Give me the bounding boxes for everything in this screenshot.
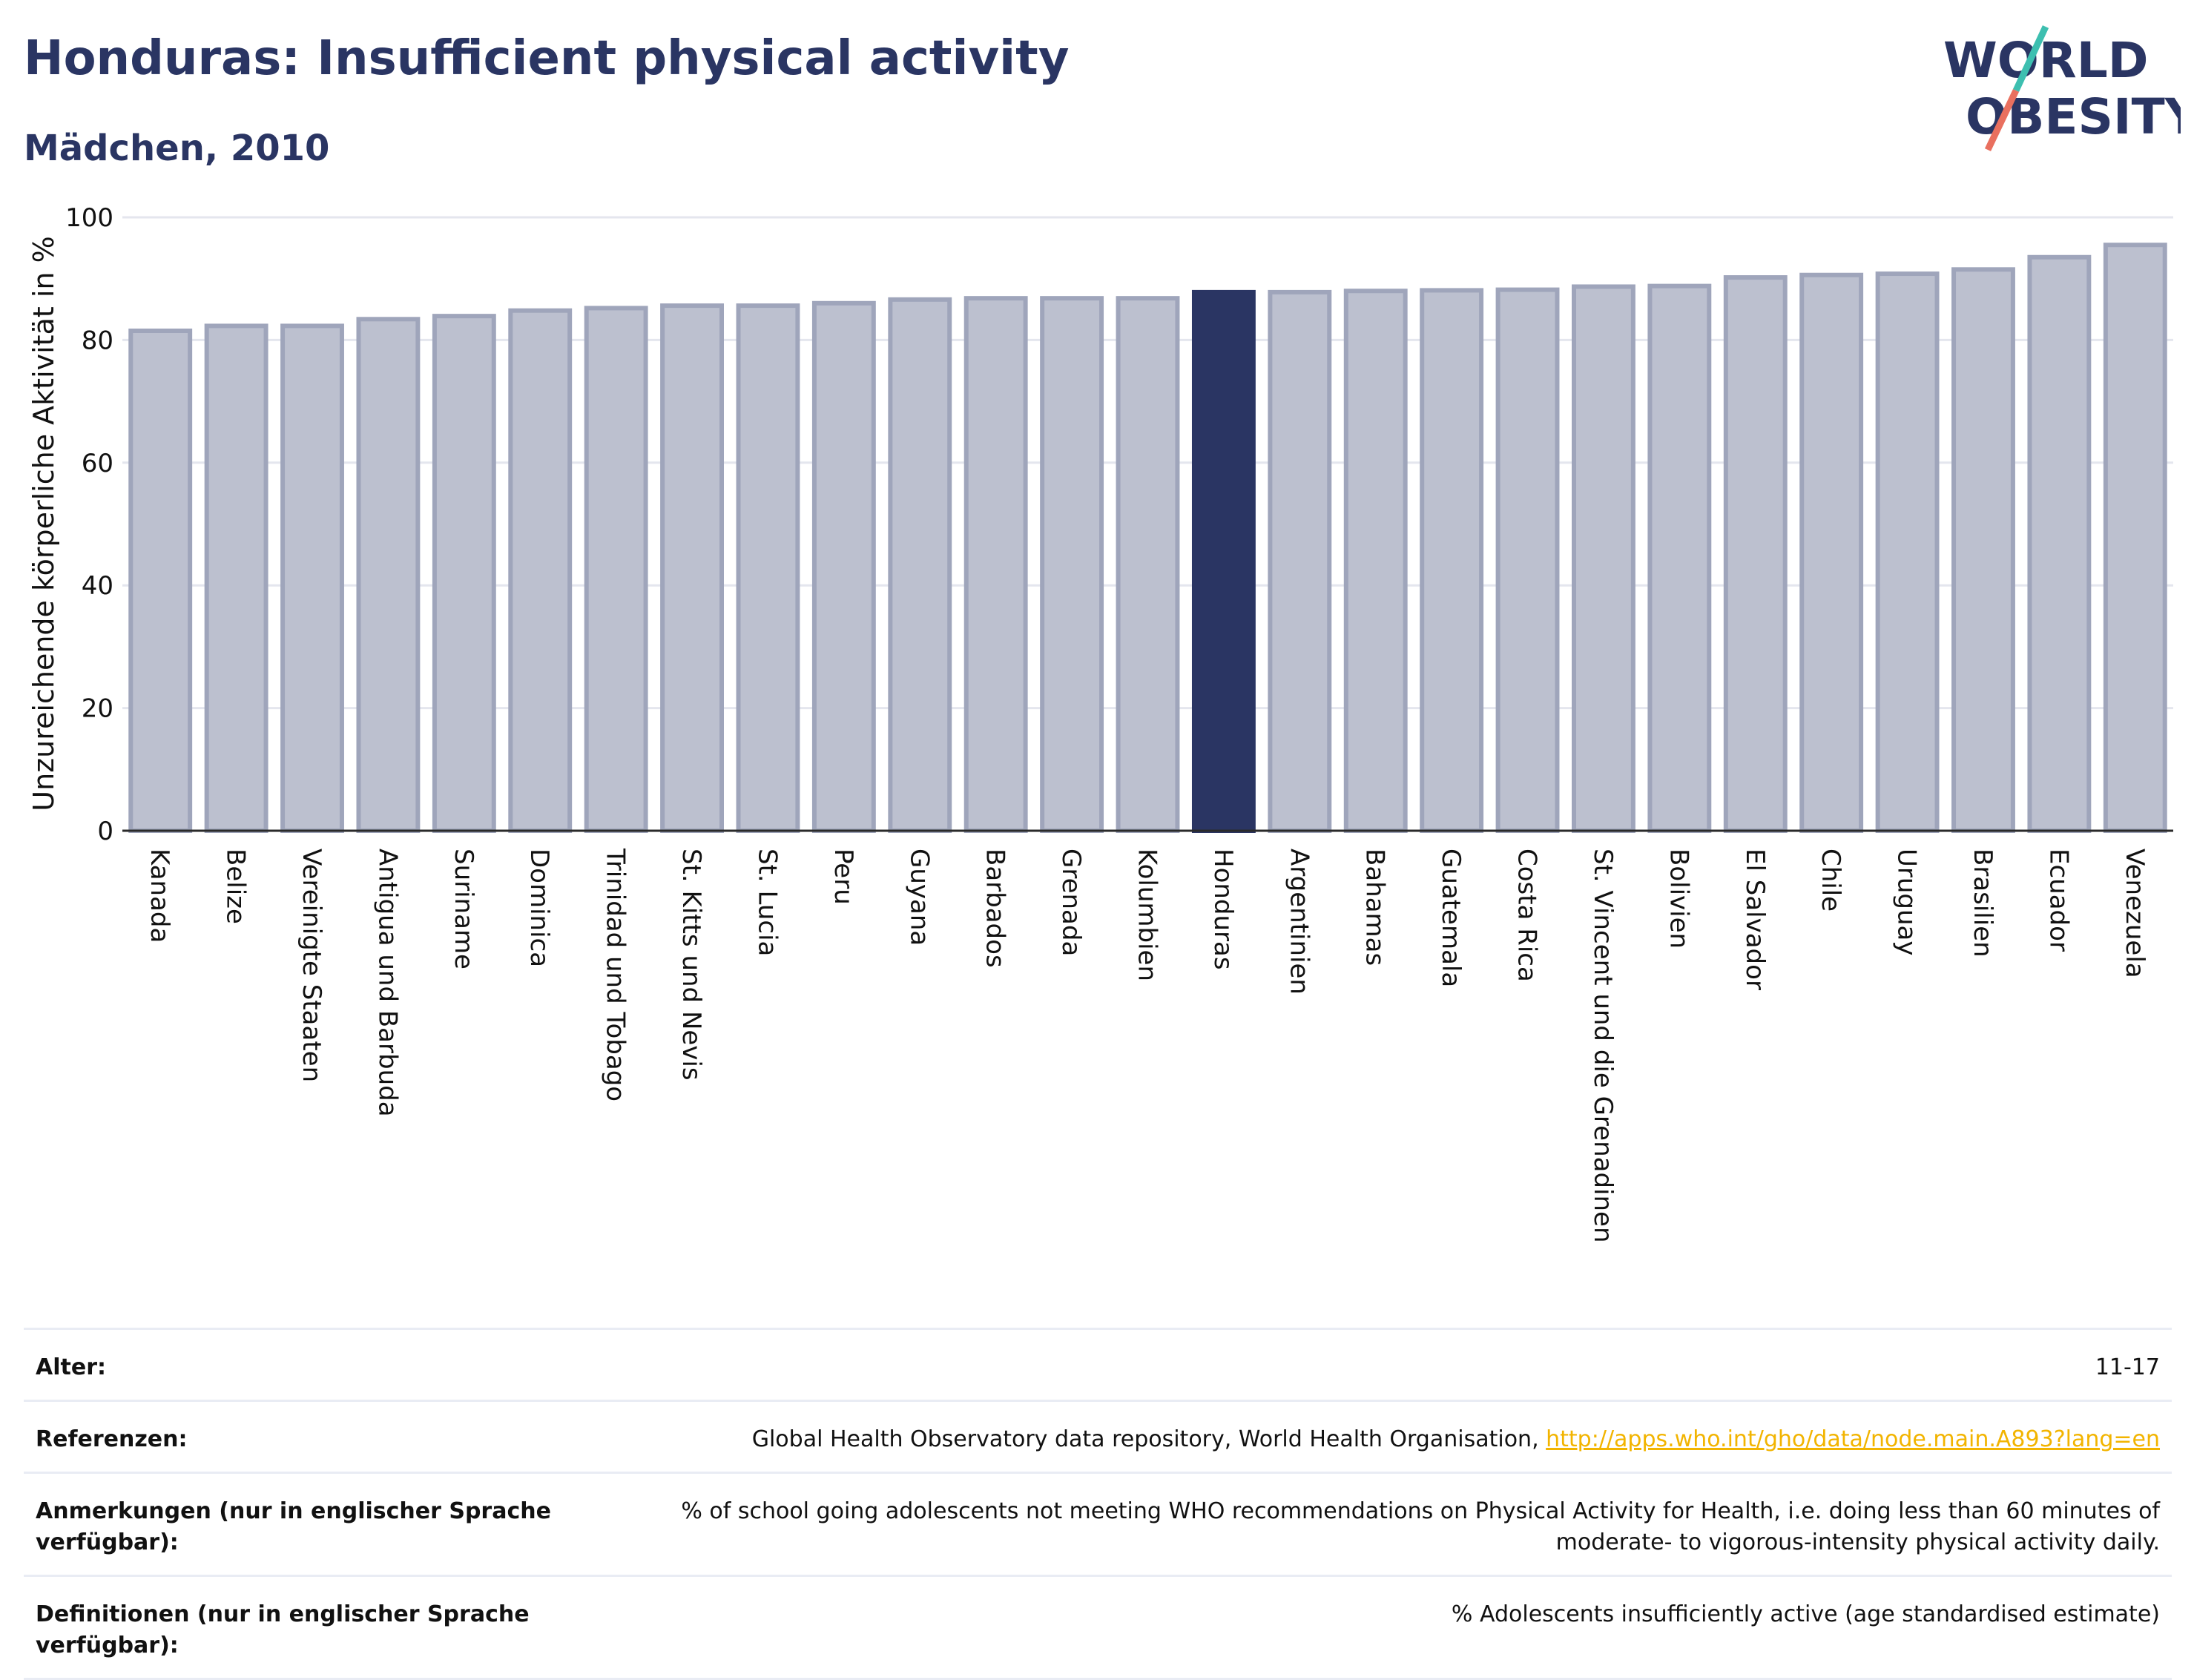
x-tick-label: Peru <box>828 849 858 905</box>
x-tick-label: Uruguay <box>1892 849 1922 956</box>
references-link[interactable]: http://apps.who.int/gho/data/node.main.A… <box>1546 1426 2160 1452</box>
page-subtitle: Mädchen, 2010 <box>24 128 330 169</box>
bar <box>1420 288 1484 833</box>
bar <box>1799 272 1864 834</box>
bar <box>1495 287 1560 833</box>
x-tick-label: Bolivien <box>1664 849 1693 949</box>
y-tick-label: 80 <box>82 326 113 355</box>
x-tick-label: Barbados <box>981 849 1010 968</box>
info-label-definitions: Definitionen (nur in englischer Sprache … <box>36 1601 530 1658</box>
bar <box>1951 267 2015 834</box>
bar <box>1572 284 1635 833</box>
x-tick-label: Dominica <box>524 849 554 967</box>
y-tick-label: 0 <box>97 817 113 846</box>
bar <box>660 303 724 833</box>
x-tick-label: Honduras <box>1208 849 1238 970</box>
bar-chart: 0 20 40 60 80 100 Kanada Belize Vereinigte Staa… <box>27 203 2173 1243</box>
x-tick-label: Brasilien <box>1968 849 1997 958</box>
info-table: Alter: 11-17 Referenzen: Global Health O… <box>24 1328 2172 1680</box>
info-row-notes: Anmerkungen (nur in englischer Sprache v… <box>24 1474 2172 1577</box>
x-tick-label: St. Vincent und die Grenadinen <box>1588 849 1618 1243</box>
bar <box>2103 243 2167 833</box>
info-label-age: Alter: <box>36 1354 106 1380</box>
x-axis-ticks: Kanada Belize Vereinigte Staaten Antigua un… <box>145 848 2149 1243</box>
info-row-age: Alter: 11-17 <box>24 1330 2172 1402</box>
y-tick-label: 60 <box>82 449 113 478</box>
world-obesity-logo: WORLD OBESITY <box>1943 25 2181 151</box>
logo-slash-top <box>2012 25 2049 92</box>
bar <box>432 314 496 834</box>
references-text: Global Health Observatory data repositor… <box>751 1426 1546 1452</box>
bar <box>128 328 193 833</box>
x-tick-label: Costa Rica <box>1512 849 1542 982</box>
bar <box>1343 289 1408 833</box>
x-tick-label: Antigua und Barbuda <box>372 849 402 1117</box>
x-tick-label: Guyana <box>904 849 934 946</box>
info-row-references: Referenzen: Global Health Observatory da… <box>24 1402 2172 1474</box>
x-tick-label: Venezuela <box>2120 849 2149 978</box>
x-tick-label: Trinidad und Tobago <box>601 848 630 1101</box>
x-tick-label: Bahamas <box>1360 849 1390 966</box>
x-tick-label: Chile <box>1816 849 1845 912</box>
y-axis-ticks: 0 20 40 60 80 100 <box>65 203 113 846</box>
bar <box>811 300 876 833</box>
bar <box>2027 254 2092 833</box>
info-label-references: Referenzen: <box>36 1426 188 1452</box>
page-title: Honduras: Insufficient physical activity <box>24 31 1070 86</box>
bar <box>204 323 269 833</box>
info-value-definitions: % Adolescents insufficiently active (age… <box>1451 1601 2160 1627</box>
logo-line1: WORLD <box>1943 32 2149 89</box>
y-tick-label: 40 <box>82 571 113 601</box>
bar <box>1116 296 1180 833</box>
x-tick-label: Belize <box>221 849 251 924</box>
info-value-references: Global Health Observatory data repositor… <box>570 1424 2160 1455</box>
bar <box>963 296 1028 833</box>
info-row-definitions: Definitionen (nur in englischer Sprache … <box>24 1577 2172 1680</box>
bars <box>128 243 2167 834</box>
bar <box>280 323 344 833</box>
y-axis-title: Unzureichende körperliche Aktivität in % <box>27 236 60 811</box>
bar <box>584 306 648 833</box>
bar-highlighted <box>1191 289 1256 834</box>
bar <box>508 308 573 834</box>
bar <box>1875 271 1940 834</box>
x-tick-label: Argentinien <box>1284 849 1314 995</box>
info-value-age: 11-17 <box>2095 1354 2160 1380</box>
x-tick-label: Suriname <box>449 849 478 969</box>
bar <box>356 317 421 834</box>
bar <box>1647 283 1712 833</box>
bar <box>1040 296 1104 833</box>
x-tick-label: Kolumbien <box>1133 849 1162 981</box>
y-tick-label: 100 <box>65 203 113 233</box>
x-tick-label: El Salvador <box>1740 849 1770 990</box>
x-tick-label: Kanada <box>145 849 174 943</box>
x-tick-label: St. Lucia <box>752 849 782 956</box>
bar <box>1723 275 1788 833</box>
bar <box>1268 289 1332 834</box>
bar <box>888 297 952 833</box>
bar <box>736 303 800 833</box>
x-tick-label: Vereinigte Staaten <box>297 849 326 1082</box>
x-tick-label: Ecuador <box>2043 849 2073 952</box>
x-tick-label: Grenada <box>1056 849 1086 956</box>
x-tick-label: Guatemala <box>1436 849 1466 987</box>
logo-slash-bottom <box>1984 89 2020 151</box>
x-tick-label: St. Kitts und Nevis <box>676 849 706 1081</box>
info-value-notes: % of school going adolescents not meetin… <box>681 1498 2160 1555</box>
info-label-notes: Anmerkungen (nur in englischer Sprache v… <box>36 1498 551 1555</box>
y-tick-label: 20 <box>82 694 113 724</box>
